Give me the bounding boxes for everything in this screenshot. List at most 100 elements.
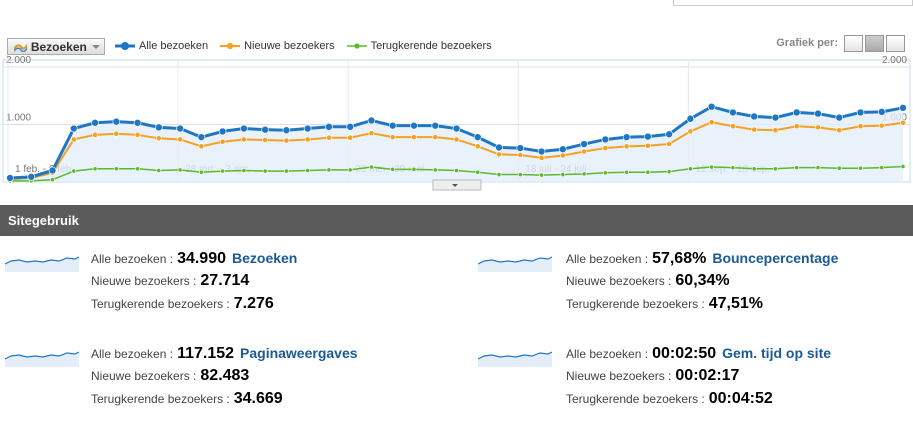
metric-name[interactable]: Paginaweergaves [240,345,358,361]
legend-label: Nieuwe bezoekers [244,40,335,52]
data-point [792,108,801,117]
data-point [368,130,375,137]
data-point [858,165,863,171]
metric-row: Nieuwe bezoekers :82.483 [91,367,255,385]
data-point [645,169,651,175]
data-point [539,172,544,178]
data-point [856,108,865,117]
row-value: 7.276 [233,295,274,312]
data-point [389,134,396,141]
sparkline [5,351,79,367]
legend-icon [220,42,241,50]
row-label: Alle bezoeken : [566,252,649,266]
dropdown-arrow [91,44,100,49]
metric-row: Alle bezoeken :117.152 Paginaweergaves [91,345,358,363]
data-point [686,114,695,123]
data-point [92,131,98,138]
data-point [48,166,57,175]
data-point [836,127,843,134]
metric-row: Terugkerende bezoekers :7.276 [91,295,280,313]
data-point [771,113,780,122]
data-point [835,113,844,122]
data-point [836,165,842,171]
data-point [475,169,481,175]
data-point [367,116,376,125]
data-point [879,165,885,171]
data-point [899,104,907,112]
data-point [730,123,736,130]
row-value: 00:02:50 [652,345,717,362]
data-point [220,168,226,174]
data-point [347,167,353,173]
sparkline [478,351,552,367]
data-point [581,171,587,177]
legend-dot [121,42,129,50]
data-point [70,136,77,143]
data-point [815,165,821,171]
area [10,106,903,182]
data-point [432,134,439,141]
data-point [601,135,610,144]
data-point [135,166,140,172]
metric-row: Nieuwe bezoekers :60,34% [566,272,736,290]
row-value: 00:04:52 [708,390,773,407]
data-point [69,124,78,133]
metric-dropdown[interactable]: Bezoeken [7,38,105,55]
data-point [176,124,184,133]
month-button[interactable] [886,35,905,52]
row-value: 47,51% [708,295,764,312]
row-label: Terugkerende bezoekers : [91,392,230,406]
data-point [624,169,629,175]
metric-name[interactable]: Bouncepercentage [712,250,839,266]
legend-label: Alle bezoeken [139,40,209,52]
data-point [666,141,673,147]
data-point [113,130,120,137]
sparkline [478,256,552,272]
data-point [772,127,779,134]
row-label: Terugkerende bezoekers : [566,392,705,406]
week-button[interactable] [865,35,884,52]
data-point [730,165,736,171]
sparkline [5,256,79,272]
data-point [751,166,757,172]
data-point [198,169,204,175]
day-button[interactable] [844,35,863,52]
data-point [538,154,545,161]
data-point [326,167,332,173]
data-point [517,172,523,177]
metric-name[interactable]: Gem. tijd op site [722,345,832,361]
metric-name[interactable]: Bezoeken [232,250,298,266]
data-point [793,123,800,130]
metric-row: Nieuwe bezoekers :27.714 [91,272,255,290]
sparkline-area [5,257,79,272]
data-point [877,108,886,116]
data-point [27,173,36,181]
data-point [240,124,248,133]
sparkline-line [5,351,79,360]
data-point [900,119,906,126]
data-point [623,143,630,150]
data-point [559,152,566,159]
row-value: 57,68% [652,250,707,267]
sparkline-line [478,256,552,265]
sparkline-line [478,351,552,360]
metric-row: Nieuwe bezoekers :00:02:17 [566,367,745,385]
row-value: 34.990 [177,250,226,267]
data-point [6,174,14,182]
data-point [559,145,567,154]
row-value: 60,34% [675,272,730,289]
data-point [580,140,588,148]
row-value: 00:02:17 [675,367,740,384]
sparkline-area [478,352,552,367]
row-label: Alle bezoeken : [91,252,174,266]
row-value: 27.714 [200,272,250,289]
y-tick-label-right: 2.000 [882,55,907,66]
data-point [388,121,397,130]
section-header: Sitegebruik [0,205,913,236]
row-label: Terugkerende bezoekers : [566,297,705,311]
data-point [303,124,312,133]
row-label: Nieuwe bezoekers : [566,369,672,383]
data-point [241,168,247,173]
data-point [815,124,821,131]
